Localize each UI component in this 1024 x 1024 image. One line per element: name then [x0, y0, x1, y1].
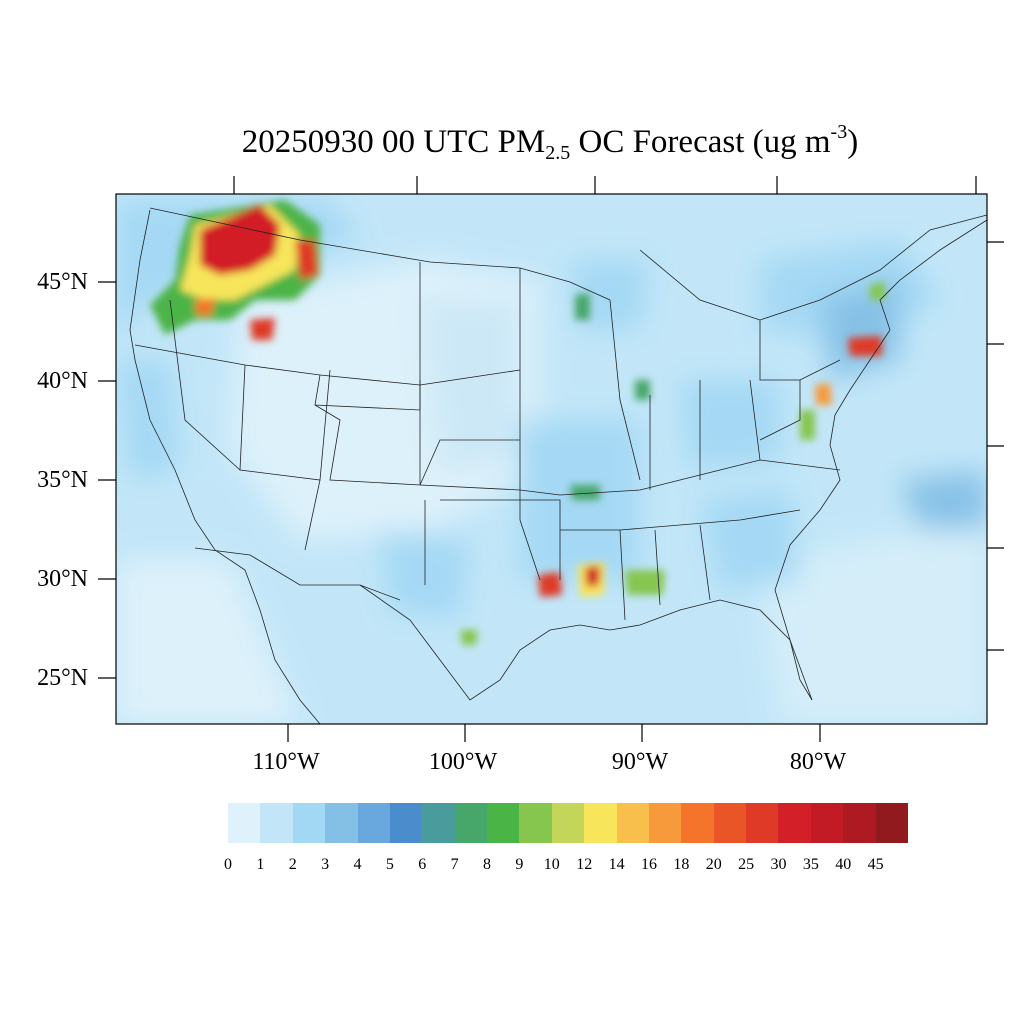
- colorbar-swatch: [487, 803, 520, 843]
- colorbar-swatch: [422, 803, 455, 843]
- colorbar-swatch: [713, 803, 746, 843]
- colorbar-swatch: [357, 803, 390, 843]
- colorbar-swatch: [648, 803, 682, 843]
- colorbar-tick-label: 2: [288, 856, 297, 873]
- lon-label-100w: 100°W: [428, 749, 498, 775]
- lon-label-110w: 110°W: [252, 749, 320, 775]
- colorbar-tick-label: 45: [867, 856, 884, 873]
- colorbar: [228, 803, 908, 843]
- lat-label-25n: 25°N: [37, 665, 88, 691]
- colorbar-swatch: [454, 803, 487, 843]
- lat-label-40n: 40°N: [37, 368, 88, 394]
- colorbar-tick-label: 7: [450, 856, 459, 873]
- colorbar-tick-label: 14: [608, 856, 625, 873]
- colorbar-swatch: [584, 803, 617, 843]
- colorbar-tick-label: 20: [705, 856, 722, 873]
- colorbar-swatch: [292, 803, 326, 843]
- map-title: 20250930 00 UTC PM2.5 OC Forecast (ug m-…: [241, 121, 859, 164]
- colorbar-tick-label: 25: [738, 856, 755, 873]
- colorbar-tick-label: 16: [640, 856, 657, 873]
- colorbar-swatch: [681, 803, 714, 843]
- colorbar-swatch: [551, 803, 585, 843]
- colorbar-swatch: [228, 803, 261, 843]
- colorbar-tick-label: 8: [483, 856, 492, 873]
- colorbar-tick-label: 9: [515, 856, 524, 873]
- colorbar-swatch: [875, 803, 908, 843]
- colorbar-tick-label: 30: [770, 856, 787, 873]
- map-frame: [115, 193, 988, 725]
- colorbar-tick-label: 35: [802, 856, 819, 873]
- colorbar-swatch: [389, 803, 423, 843]
- lat-label-45n: 45°N: [37, 269, 88, 295]
- concentration-field: [116, 194, 987, 724]
- colorbar-tick-label: 3: [321, 856, 330, 873]
- colorbar-tick-label: 1: [256, 856, 265, 873]
- colorbar-swatch: [260, 803, 293, 843]
- colorbar-tick-label: 0: [224, 856, 232, 873]
- lat-label-30n: 30°N: [37, 566, 88, 592]
- boundary-lines: [129, 207, 987, 724]
- colorbar-swatch: [519, 803, 552, 843]
- lat-label-35n: 35°N: [37, 467, 88, 493]
- colorbar-swatch: [778, 803, 811, 843]
- colorbar-tick-label: 40: [835, 856, 852, 873]
- colorbar-tick-label: 18: [673, 856, 690, 873]
- colorbar-swatch: [325, 803, 358, 843]
- colorbar-tick-label: 10: [543, 856, 560, 873]
- colorbar-swatch: [843, 803, 876, 843]
- lon-label-90w: 90°W: [611, 749, 669, 775]
- colorbar-tick-label: 4: [353, 856, 362, 873]
- colorbar-tick-label: 5: [385, 856, 394, 873]
- colorbar-swatch: [746, 803, 779, 843]
- colorbar-tick-label: 6: [418, 856, 427, 873]
- colorbar-swatch: [810, 803, 844, 843]
- frame-ticks: [98, 176, 1004, 742]
- colorbar-tick-label: 12: [576, 856, 593, 873]
- lon-label-80w: 80°W: [789, 749, 847, 775]
- colorbar-swatch: [616, 803, 649, 843]
